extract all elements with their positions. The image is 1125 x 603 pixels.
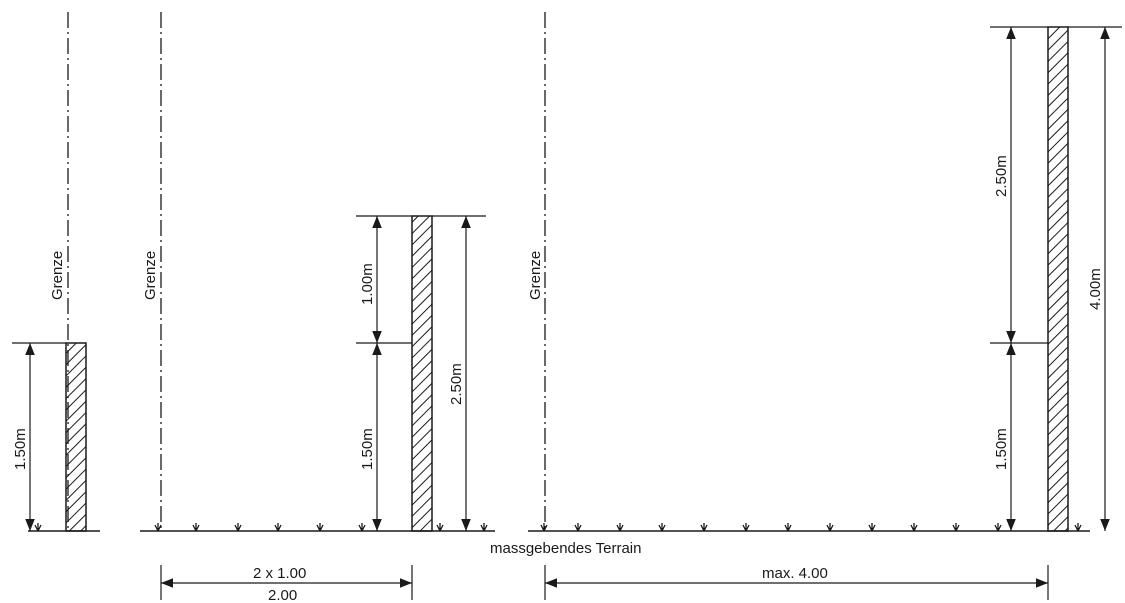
grenze-label-3: Grenze [527, 251, 544, 300]
terrain-label: massgebendes Terrain [490, 540, 641, 557]
dim-2-00-label: 2.00 [268, 587, 297, 603]
grass-tufts [34, 523, 1082, 532]
fence-3 [1047, 26, 1069, 532]
dim-1-00-label: 1.00m [359, 263, 376, 305]
dim-1-50-label-a: 1.50m [12, 428, 29, 470]
dim-1-50-label-c: 1.50m [993, 428, 1010, 470]
dim-2-50-label-b: 2.50m [993, 155, 1010, 197]
dim-horizontal-1 [160, 565, 413, 600]
grenze-label-1: Grenze [49, 251, 66, 300]
dim-2-50-label-a: 2.50m [448, 363, 465, 405]
dim-fence3 [990, 26, 1122, 531]
grenze-label-2: Grenze [142, 251, 159, 300]
dim-fence2 [356, 215, 486, 531]
fence-1 [65, 342, 87, 532]
boundary-lines [67, 12, 546, 531]
dim-fence1-height [12, 342, 66, 531]
fence-2 [411, 215, 433, 532]
dim-4-00-label: 4.00m [1087, 268, 1104, 310]
dim-max400-label: max. 4.00 [762, 565, 828, 582]
dim-2x100-label: 2 x 1.00 [253, 565, 306, 582]
dim-horizontal-2 [544, 565, 1049, 600]
dim-1-50-label-b: 1.50m [359, 428, 376, 470]
